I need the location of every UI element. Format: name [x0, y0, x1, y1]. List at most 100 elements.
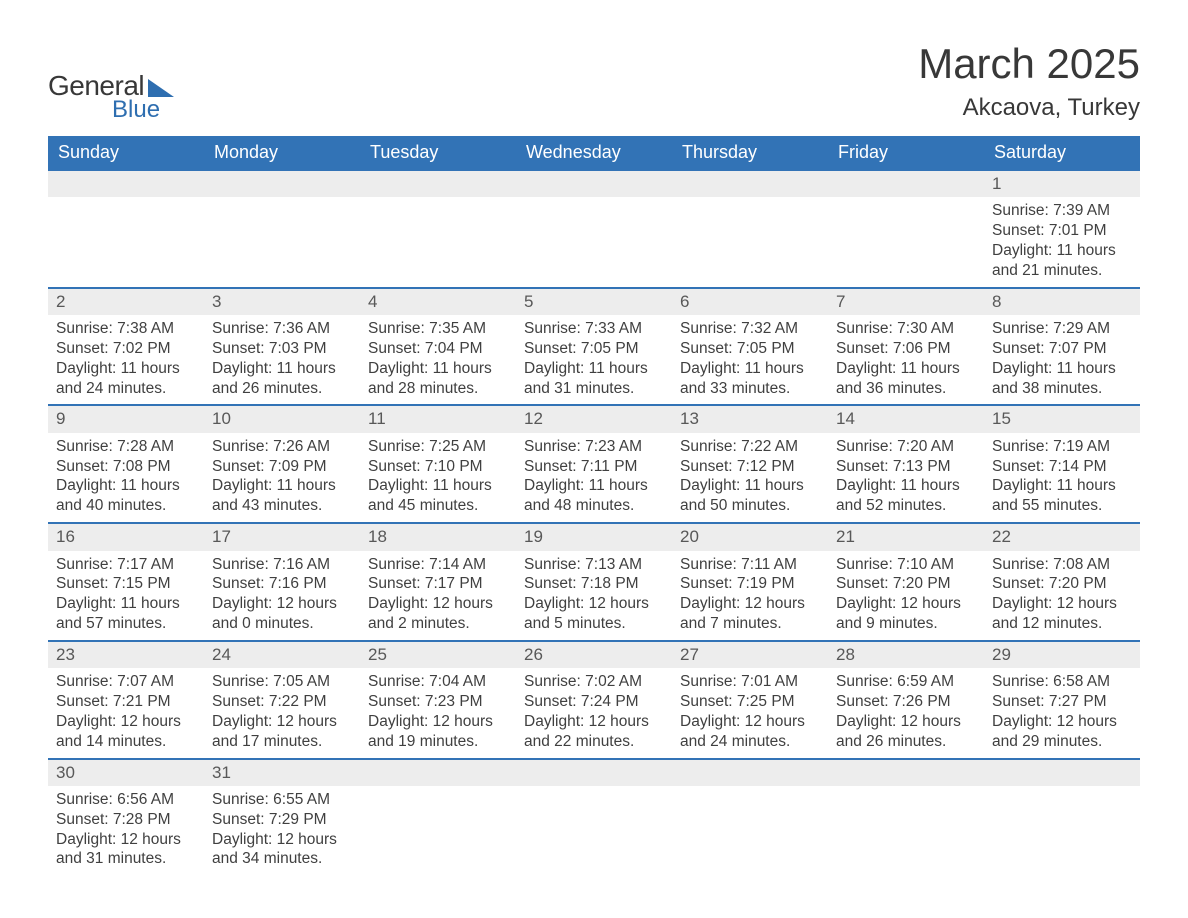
- daylight-line-2: and 36 minutes.: [836, 379, 976, 399]
- day-details: Sunrise: 7:05 AMSunset: 7:22 PMDaylight:…: [204, 668, 360, 757]
- calendar-cell: 19Sunrise: 7:13 AMSunset: 7:18 PMDayligh…: [516, 523, 672, 641]
- logo: General Blue: [48, 70, 174, 124]
- day-details: Sunrise: 7:07 AMSunset: 7:21 PMDaylight:…: [48, 668, 204, 757]
- weekday-header: Wednesday: [516, 136, 672, 170]
- calendar-cell: 18Sunrise: 7:14 AMSunset: 7:17 PMDayligh…: [360, 523, 516, 641]
- sunrise-line: Sunrise: 7:16 AM: [212, 555, 352, 575]
- calendar-cell: [672, 759, 828, 876]
- sunrise-line: Sunrise: 7:29 AM: [992, 319, 1132, 339]
- day-number: 11: [360, 406, 516, 432]
- day-number: 15: [984, 406, 1140, 432]
- calendar-cell: 6Sunrise: 7:32 AMSunset: 7:05 PMDaylight…: [672, 288, 828, 406]
- calendar-cell: [204, 170, 360, 288]
- sunset-line: Sunset: 7:25 PM: [680, 692, 820, 712]
- sunset-line: Sunset: 7:20 PM: [992, 574, 1132, 594]
- daylight-line-2: and 17 minutes.: [212, 732, 352, 752]
- day-details: Sunrise: 6:56 AMSunset: 7:28 PMDaylight:…: [48, 786, 204, 875]
- day-number: 29: [984, 642, 1140, 668]
- calendar-cell: 29Sunrise: 6:58 AMSunset: 7:27 PMDayligh…: [984, 641, 1140, 759]
- calendar-cell: 9Sunrise: 7:28 AMSunset: 7:08 PMDaylight…: [48, 405, 204, 523]
- day-number: 4: [360, 289, 516, 315]
- calendar-cell: 5Sunrise: 7:33 AMSunset: 7:05 PMDaylight…: [516, 288, 672, 406]
- calendar-cell: 1Sunrise: 7:39 AMSunset: 7:01 PMDaylight…: [984, 170, 1140, 288]
- calendar-cell: 24Sunrise: 7:05 AMSunset: 7:22 PMDayligh…: [204, 641, 360, 759]
- daylight-line-2: and 9 minutes.: [836, 614, 976, 634]
- sunset-line: Sunset: 7:22 PM: [212, 692, 352, 712]
- day-details: Sunrise: 7:26 AMSunset: 7:09 PMDaylight:…: [204, 433, 360, 522]
- sunset-line: Sunset: 7:16 PM: [212, 574, 352, 594]
- daylight-line-2: and 24 minutes.: [680, 732, 820, 752]
- day-number: 31: [204, 760, 360, 786]
- daylight-line-1: Daylight: 12 hours: [680, 712, 820, 732]
- calendar-body: 1Sunrise: 7:39 AMSunset: 7:01 PMDaylight…: [48, 170, 1140, 875]
- daylight-line-1: Daylight: 12 hours: [56, 712, 196, 732]
- day-number: 17: [204, 524, 360, 550]
- sunrise-line: Sunrise: 7:36 AM: [212, 319, 352, 339]
- daylight-line-1: Daylight: 11 hours: [368, 476, 508, 496]
- day-details: [516, 786, 672, 796]
- calendar-cell: [984, 759, 1140, 876]
- calendar-week-row: 9Sunrise: 7:28 AMSunset: 7:08 PMDaylight…: [48, 405, 1140, 523]
- day-details: [204, 197, 360, 207]
- daylight-line-2: and 12 minutes.: [992, 614, 1132, 634]
- weekday-header: Monday: [204, 136, 360, 170]
- daylight-line-2: and 34 minutes.: [212, 849, 352, 869]
- calendar-cell: 7Sunrise: 7:30 AMSunset: 7:06 PMDaylight…: [828, 288, 984, 406]
- day-details: Sunrise: 7:02 AMSunset: 7:24 PMDaylight:…: [516, 668, 672, 757]
- day-details: Sunrise: 7:13 AMSunset: 7:18 PMDaylight:…: [516, 551, 672, 640]
- calendar-cell: 26Sunrise: 7:02 AMSunset: 7:24 PMDayligh…: [516, 641, 672, 759]
- daylight-line-1: Daylight: 11 hours: [992, 241, 1132, 261]
- daylight-line-1: Daylight: 12 hours: [524, 594, 664, 614]
- calendar-cell: 28Sunrise: 6:59 AMSunset: 7:26 PMDayligh…: [828, 641, 984, 759]
- sunrise-line: Sunrise: 7:33 AM: [524, 319, 664, 339]
- day-number: [516, 171, 672, 197]
- day-number: 7: [828, 289, 984, 315]
- sunset-line: Sunset: 7:20 PM: [836, 574, 976, 594]
- sunrise-line: Sunrise: 6:59 AM: [836, 672, 976, 692]
- calendar-cell: 12Sunrise: 7:23 AMSunset: 7:11 PMDayligh…: [516, 405, 672, 523]
- sunrise-line: Sunrise: 7:39 AM: [992, 201, 1132, 221]
- daylight-line-2: and 24 minutes.: [56, 379, 196, 399]
- daylight-line-1: Daylight: 12 hours: [368, 594, 508, 614]
- day-details: Sunrise: 7:17 AMSunset: 7:15 PMDaylight:…: [48, 551, 204, 640]
- daylight-line-1: Daylight: 11 hours: [56, 476, 196, 496]
- calendar-cell: 23Sunrise: 7:07 AMSunset: 7:21 PMDayligh…: [48, 641, 204, 759]
- daylight-line-2: and 57 minutes.: [56, 614, 196, 634]
- daylight-line-1: Daylight: 11 hours: [524, 359, 664, 379]
- day-details: Sunrise: 7:22 AMSunset: 7:12 PMDaylight:…: [672, 433, 828, 522]
- sunset-line: Sunset: 7:18 PM: [524, 574, 664, 594]
- calendar-cell: 14Sunrise: 7:20 AMSunset: 7:13 PMDayligh…: [828, 405, 984, 523]
- daylight-line-2: and 43 minutes.: [212, 496, 352, 516]
- day-number: [360, 760, 516, 786]
- day-number: 22: [984, 524, 1140, 550]
- sunset-line: Sunset: 7:09 PM: [212, 457, 352, 477]
- sunset-line: Sunset: 7:01 PM: [992, 221, 1132, 241]
- calendar-cell: [516, 170, 672, 288]
- calendar-cell: 4Sunrise: 7:35 AMSunset: 7:04 PMDaylight…: [360, 288, 516, 406]
- calendar-cell: 25Sunrise: 7:04 AMSunset: 7:23 PMDayligh…: [360, 641, 516, 759]
- day-number: 19: [516, 524, 672, 550]
- day-number: [828, 760, 984, 786]
- weekday-header: Friday: [828, 136, 984, 170]
- calendar-table: SundayMondayTuesdayWednesdayThursdayFrid…: [48, 136, 1140, 875]
- day-number: 13: [672, 406, 828, 432]
- sunrise-line: Sunrise: 7:14 AM: [368, 555, 508, 575]
- calendar-cell: 30Sunrise: 6:56 AMSunset: 7:28 PMDayligh…: [48, 759, 204, 876]
- title-block: March 2025 Akcaova, Turkey: [918, 40, 1140, 122]
- sunset-line: Sunset: 7:07 PM: [992, 339, 1132, 359]
- daylight-line-1: Daylight: 11 hours: [56, 594, 196, 614]
- sunrise-line: Sunrise: 7:10 AM: [836, 555, 976, 575]
- sunset-line: Sunset: 7:17 PM: [368, 574, 508, 594]
- daylight-line-1: Daylight: 12 hours: [992, 712, 1132, 732]
- day-details: [360, 197, 516, 207]
- logo-triangle-icon: [148, 79, 174, 97]
- calendar-cell: [672, 170, 828, 288]
- sunset-line: Sunset: 7:21 PM: [56, 692, 196, 712]
- day-number: 10: [204, 406, 360, 432]
- sunset-line: Sunset: 7:27 PM: [992, 692, 1132, 712]
- day-details: Sunrise: 6:59 AMSunset: 7:26 PMDaylight:…: [828, 668, 984, 757]
- weekday-header: Sunday: [48, 136, 204, 170]
- daylight-line-2: and 52 minutes.: [836, 496, 976, 516]
- daylight-line-1: Daylight: 12 hours: [56, 830, 196, 850]
- sunrise-line: Sunrise: 7:13 AM: [524, 555, 664, 575]
